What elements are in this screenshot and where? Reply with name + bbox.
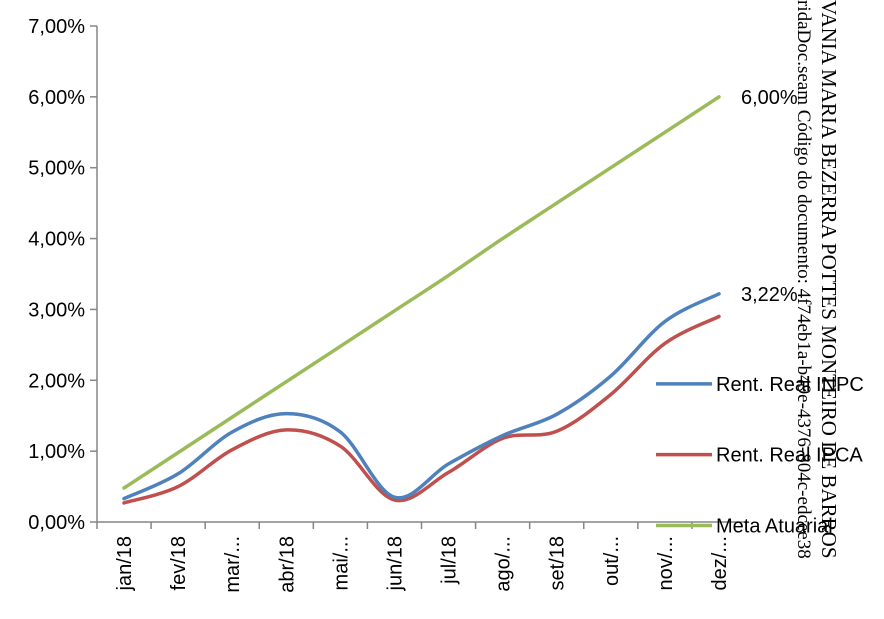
- legend-label: Meta Atuarial: [716, 516, 833, 538]
- legend-label: Rent. Real INPC: [716, 374, 864, 396]
- series-line-rent-real-inpc: [122, 292, 721, 501]
- legend-label: Rent. Real IPCA: [716, 445, 863, 467]
- x-tick-label: mar/...: [222, 536, 244, 593]
- x-tick-label: jul/18: [439, 536, 461, 585]
- x-tick-label: abr/18: [276, 536, 298, 593]
- x-tick-label: ago/...: [493, 536, 515, 592]
- y-tick-label: 6,00%: [28, 87, 85, 109]
- series-line-rent-real-ipca: [122, 314, 721, 505]
- watermark: VANIA MARIA BEZERRA POTTES MONTEIRO DE B…: [793, 0, 841, 559]
- x-ticks: jan/18 fev/18 mar/... abr/18 mai/... jun/18 ju…: [96, 522, 747, 593]
- y-ticks: 0,00% 1,00% 2,00% 3,00% 4,00% 5,00% 6,00% 7,00%: [28, 16, 97, 534]
- y-tick-label: 3,00%: [28, 299, 85, 321]
- y-tick-label: 5,00%: [28, 158, 85, 180]
- watermark-line-1: VANIA MARIA BEZERRA POTTES MONTEIRO DE B…: [817, 0, 841, 559]
- y-tick-label: 7,00%: [28, 16, 85, 38]
- data-label: 6,00%: [741, 87, 798, 109]
- x-tick-label: set/18: [547, 536, 569, 590]
- x-tick-label: jun/18: [384, 536, 406, 592]
- x-tick-label: out/...: [601, 536, 623, 586]
- series-lines: [122, 95, 721, 505]
- legend: Rent. Real INPC Rent. Real IPCA Meta Atuar…: [656, 374, 864, 538]
- y-tick-label: 1,00%: [28, 441, 85, 463]
- y-tick-label: 4,00%: [28, 229, 85, 251]
- x-tick-label: dez/...: [709, 536, 731, 590]
- x-tick-label: mai/...: [330, 536, 352, 590]
- y-tick-label: 0,00%: [28, 512, 85, 534]
- series-line-meta-atuarial: [122, 95, 721, 490]
- x-tick-label: jan/18: [114, 536, 136, 592]
- watermark-line-2: ridaDoc.seam Código do documento: 4f74eb…: [793, 0, 814, 559]
- x-tick-label: fev/18: [168, 536, 190, 590]
- data-label: 3,22%: [741, 284, 798, 306]
- x-tick-label: nov/...: [655, 536, 677, 590]
- data-labels: 6,00% 3,22%: [741, 87, 798, 306]
- axes: [96, 26, 746, 523]
- y-tick-label: 2,00%: [28, 370, 85, 392]
